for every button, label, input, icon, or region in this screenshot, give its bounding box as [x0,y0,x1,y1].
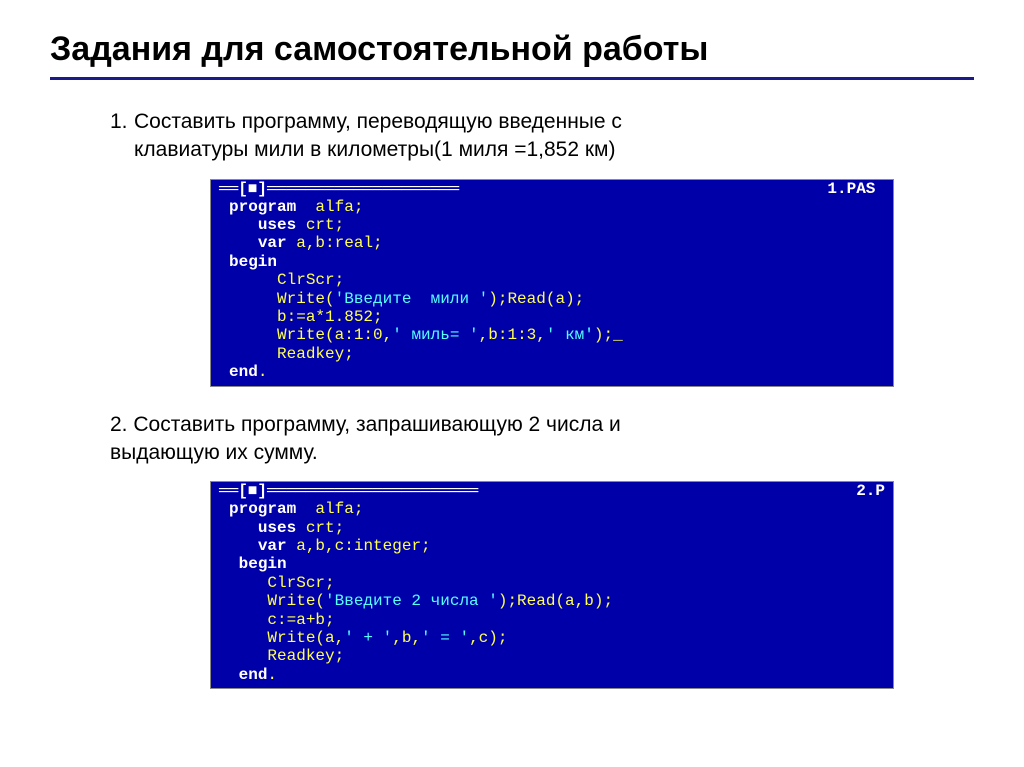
kw: end [229,363,258,381]
titlebar-filename-2: 2.P [847,482,885,500]
task-1-text: 1.Составить программу, переводящую введе… [110,108,934,165]
kw: end [239,666,268,684]
str: ' миль= ' [392,326,478,344]
code-body-1: program alfa; uses crt; var a,b:real; be… [211,198,893,386]
titlebar-left-1: ══[■]════════════════════ [219,180,459,198]
code: ,b:1:3, [479,326,546,344]
code: c:=a+b; [267,611,334,629]
code: Write( [277,290,335,308]
code: );_ [594,326,623,344]
code: Readkey; [277,345,354,363]
str: ' км' [546,326,594,344]
code: a,b:real; [287,234,383,252]
code: Write( [267,592,325,610]
kw: program [229,198,296,216]
code-body-2: program alfa; uses crt; var a,b,c:intege… [211,500,893,688]
code: . [267,666,277,684]
kw: uses [258,216,296,234]
task-2-line-b: выдающую их сумму. [110,441,318,464]
code-window-2: ══[■]══════════════════════ 2.P program … [210,481,894,689]
code: );Read(a,b); [498,592,613,610]
code: crt; [296,216,344,234]
kw: begin [229,253,277,271]
kw: program [229,500,296,518]
slide: Задания для самостоятельной работы 1.Сос… [0,0,1024,767]
code: b:=a*1.852; [277,308,383,326]
code: alfa; [296,500,363,518]
code-titlebar-2: ══[■]══════════════════════ 2.P [211,482,893,500]
code: Write(a:1:0, [277,326,392,344]
code: );Read(a); [488,290,584,308]
code: ,c); [469,629,507,647]
code: crt; [296,519,344,537]
task-2-number: 2. [110,413,128,436]
code: ,b, [392,629,421,647]
kw: uses [258,519,296,537]
task-1-line-b: клавиатуры мили в километры(1 миля =1,85… [134,138,615,161]
page-title: Задания для самостоятельной работы [50,30,974,69]
str: 'Введите мили ' [335,290,489,308]
task-1-line-a: Составить программу, переводящую введенн… [134,110,622,133]
task-2-text: 2. Составить программу, запрашивающую 2 … [110,411,934,468]
code: alfa; [296,198,363,216]
task-1-number: 1. [110,108,134,136]
code: ClrScr; [277,271,344,289]
code-window-1: ══[■]════════════════════ 1.PAS program … [210,179,894,387]
code: Write(a, [267,629,344,647]
str: ' + ' [344,629,392,647]
str: 'Введите 2 числа ' [325,592,498,610]
kw: var [258,537,287,555]
title-rule [50,77,974,80]
code: a,b,c:integer; [287,537,431,555]
kw: var [258,234,287,252]
code: Readkey; [267,647,344,665]
task-2-line-a: Составить программу, запрашивающую 2 чис… [133,413,620,436]
kw: begin [239,555,287,573]
code-titlebar-1: ══[■]════════════════════ 1.PAS [211,180,893,198]
code: . [258,363,268,381]
code: ClrScr; [267,574,334,592]
str: ' = ' [421,629,469,647]
titlebar-filename-1: 1.PAS [818,180,885,198]
titlebar-left-2: ══[■]══════════════════════ [219,482,478,500]
